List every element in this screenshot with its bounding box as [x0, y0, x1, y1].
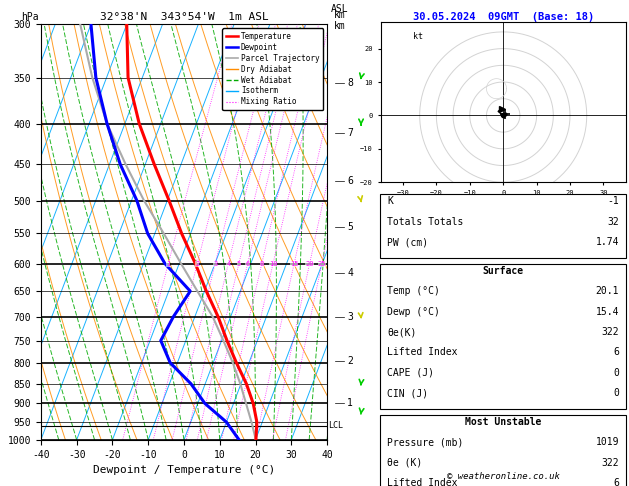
Text: CAPE (J): CAPE (J) [387, 368, 435, 378]
Text: Surface: Surface [482, 266, 524, 276]
Title: 32°38'N  343°54'W  1m ASL: 32°38'N 343°54'W 1m ASL [99, 12, 269, 22]
Text: Most Unstable: Most Unstable [465, 417, 542, 427]
Text: 1: 1 [166, 260, 170, 266]
Text: 0: 0 [613, 368, 619, 378]
Text: ASL: ASL [330, 3, 348, 14]
Text: 32: 32 [607, 217, 619, 227]
Text: 15.4: 15.4 [596, 307, 619, 317]
Text: 2: 2 [347, 356, 353, 365]
Text: 5: 5 [237, 260, 241, 266]
Text: CIN (J): CIN (J) [387, 388, 428, 399]
Text: 1.74: 1.74 [596, 237, 619, 247]
Text: 8: 8 [347, 78, 353, 88]
Text: Temp (°C): Temp (°C) [387, 286, 440, 296]
X-axis label: Dewpoint / Temperature (°C): Dewpoint / Temperature (°C) [93, 465, 275, 475]
Bar [380, 194, 626, 258]
Text: 0: 0 [613, 388, 619, 399]
Text: 322: 322 [601, 458, 619, 468]
Text: 6: 6 [347, 176, 353, 186]
Text: 3: 3 [347, 312, 353, 322]
Text: 1019: 1019 [596, 437, 619, 448]
Text: hPa: hPa [21, 12, 38, 22]
Text: LCL: LCL [328, 421, 343, 430]
Text: Totals Totals: Totals Totals [387, 217, 464, 227]
Text: K: K [387, 196, 393, 207]
Text: 4: 4 [226, 260, 230, 266]
Text: 322: 322 [601, 327, 619, 337]
Text: 2: 2 [195, 260, 199, 266]
Text: Lifted Index: Lifted Index [387, 478, 458, 486]
Text: θe (K): θe (K) [387, 458, 423, 468]
Text: 5: 5 [347, 222, 353, 232]
Text: 1: 1 [347, 398, 353, 408]
Text: 4: 4 [347, 268, 353, 278]
Legend: Temperature, Dewpoint, Parcel Trajectory, Dry Adiabat, Wet Adiabat, Isotherm, Mi: Temperature, Dewpoint, Parcel Trajectory… [223, 28, 323, 110]
Text: 3: 3 [213, 260, 217, 266]
Text: Lifted Index: Lifted Index [387, 347, 458, 358]
Text: 6: 6 [245, 260, 250, 266]
Text: 6: 6 [613, 478, 619, 486]
Text: PW (cm): PW (cm) [387, 237, 428, 247]
Text: kt: kt [413, 32, 423, 41]
Text: 25: 25 [318, 260, 326, 266]
Text: 10: 10 [269, 260, 277, 266]
Text: Dewp (°C): Dewp (°C) [387, 307, 440, 317]
Text: 8: 8 [260, 260, 264, 266]
Text: km: km [333, 21, 345, 31]
Text: 20.1: 20.1 [596, 286, 619, 296]
Text: © weatheronline.co.uk: © weatheronline.co.uk [447, 472, 560, 481]
Bar [380, 415, 626, 486]
Text: 30.05.2024  09GMT  (Base: 18): 30.05.2024 09GMT (Base: 18) [413, 12, 594, 22]
Text: Pressure (mb): Pressure (mb) [387, 437, 464, 448]
Text: 20: 20 [305, 260, 314, 266]
Bar [380, 264, 626, 409]
Y-axis label: hPa: hPa [0, 222, 2, 242]
Text: -1: -1 [607, 196, 619, 207]
Text: 15: 15 [290, 260, 298, 266]
Text: km: km [335, 0, 344, 1]
Text: km: km [333, 10, 345, 20]
Text: θe(K): θe(K) [387, 327, 417, 337]
Text: 7: 7 [347, 128, 353, 138]
Text: 6: 6 [613, 347, 619, 358]
